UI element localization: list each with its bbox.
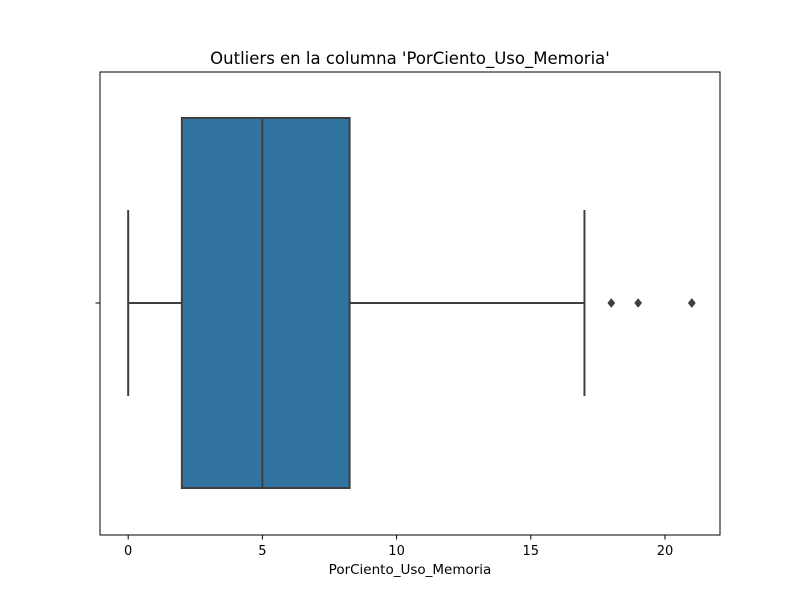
x-axis-label: PorCiento_Uso_Memoria	[329, 562, 492, 578]
outlier-point	[607, 298, 616, 308]
x-tick-label: 20	[657, 544, 674, 559]
chart-title: Outliers en la columna 'PorCiento_Uso_Me…	[210, 49, 610, 69]
plot-area: 0 5 10 15 20	[95, 71, 721, 559]
x-tick-label: 0	[124, 544, 132, 559]
x-tick-label: 15	[523, 544, 540, 559]
iqr-box	[180, 117, 351, 489]
outlier-point	[634, 298, 643, 308]
outlier-point	[687, 298, 696, 308]
x-tick-label: 10	[388, 544, 405, 559]
x-tick-label: 5	[258, 544, 266, 559]
